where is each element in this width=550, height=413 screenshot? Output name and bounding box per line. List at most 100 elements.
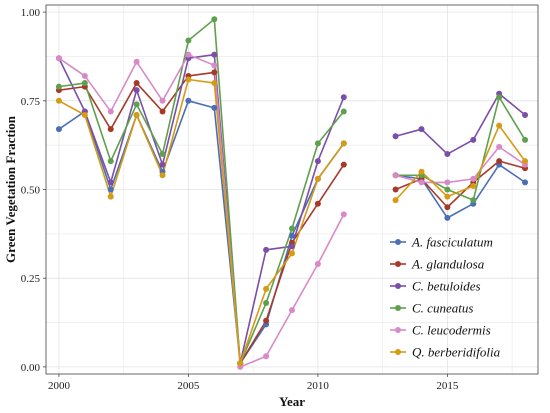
data-point-a-glandulosa [314, 200, 321, 207]
legend-label: A. fasciculatum [411, 235, 493, 250]
data-point-a-fasciculatum [522, 179, 529, 186]
data-point-c-betuloides [340, 94, 347, 101]
data-point-c-leucodermis [314, 261, 321, 268]
data-point-c-betuloides [522, 111, 529, 118]
data-point-q-berberidifolia [470, 182, 477, 189]
data-point-c-leucodermis [470, 175, 477, 182]
data-point-q-berberidifolia [263, 285, 270, 292]
legend: A. fasciculatum A. glandulosa C. betuloide… [390, 235, 501, 360]
data-point-c-cuneatus [263, 300, 270, 307]
series-line-a-fasciculatum [58, 100, 526, 365]
data-point-a-fasciculatum [185, 97, 192, 104]
data-point-c-cuneatus [522, 136, 529, 143]
data-point-q-berberidifolia [107, 193, 114, 200]
data-point-q-berberidifolia [289, 250, 295, 257]
data-point-c-leucodermis [444, 179, 451, 186]
data-point-c-betuloides [159, 161, 166, 168]
x-axis-title: Year [279, 394, 305, 409]
data-point-a-glandulosa [211, 69, 218, 76]
legend-key-point [395, 305, 401, 311]
series-line-c-betuloides [58, 53, 526, 365]
data-point-c-cuneatus [211, 16, 218, 23]
data-point-a-fasciculatum [289, 232, 295, 239]
data-point-c-betuloides [289, 243, 295, 250]
series-line-q-berberidifolia [58, 78, 526, 365]
y-tick-label: 0.50 [21, 185, 41, 197]
data-point-q-berberidifolia [211, 80, 218, 87]
data-point-q-berberidifolia [444, 193, 451, 200]
data-point-c-betuloides [211, 51, 218, 58]
data-point-c-cuneatus [107, 158, 114, 165]
x-tick-label: 2010 [307, 380, 330, 392]
data-point-q-berberidifolia [237, 360, 244, 367]
data-point-c-cuneatus [470, 197, 477, 204]
data-point-c-betuloides [107, 179, 114, 186]
data-point-q-berberidifolia [133, 111, 140, 118]
data-point-c-leucodermis [133, 58, 140, 65]
data-point-c-leucodermis [107, 108, 114, 115]
data-point-q-berberidifolia [185, 76, 192, 83]
data-point-c-leucodermis [159, 97, 166, 104]
data-point-c-cuneatus [159, 151, 166, 158]
data-point-c-betuloides [314, 158, 321, 165]
data-point-q-berberidifolia [81, 111, 88, 118]
data-point-c-leucodermis [81, 72, 88, 79]
x-tick-label: 2000 [48, 380, 71, 392]
data-point-q-berberidifolia [340, 140, 347, 147]
data-point-c-betuloides [418, 126, 425, 133]
data-point-c-cuneatus [496, 94, 503, 101]
data-point-a-glandulosa [107, 126, 114, 133]
data-point-a-glandulosa [496, 158, 503, 165]
data-point-a-glandulosa [133, 80, 140, 87]
data-point-a-fasciculatum [55, 126, 62, 133]
y-tick-label: 1.00 [21, 7, 41, 19]
x-axis-ticks: 2000 2005 2010 2015 [48, 374, 459, 392]
data-point-q-berberidifolia [159, 172, 166, 179]
data-point-c-betuloides [470, 136, 477, 143]
data-point-q-berberidifolia [496, 122, 503, 129]
y-axis-title: Green Vegetation Fraction [3, 115, 18, 263]
y-tick-label: 0.00 [21, 362, 41, 374]
data-point-c-betuloides [263, 246, 270, 253]
data-point-q-berberidifolia [314, 175, 321, 182]
data-point-c-leucodermis [340, 211, 347, 218]
data-point-a-fasciculatum [211, 104, 218, 111]
data-point-a-fasciculatum [107, 186, 114, 193]
data-point-q-berberidifolia [522, 158, 529, 165]
data-point-c-cuneatus [444, 186, 451, 193]
data-point-a-glandulosa [444, 204, 451, 211]
series-points [55, 16, 529, 370]
legend-label: C. cuneatus [412, 301, 473, 316]
data-point-c-cuneatus [289, 225, 295, 232]
data-point-q-berberidifolia [55, 97, 62, 104]
data-point-a-glandulosa [263, 317, 270, 324]
data-point-c-betuloides [133, 87, 140, 94]
data-point-q-berberidifolia [418, 168, 425, 175]
legend-key-point [395, 283, 401, 289]
data-point-c-leucodermis [392, 172, 399, 179]
data-point-a-fasciculatum [444, 214, 451, 221]
data-point-c-leucodermis [418, 179, 425, 186]
y-tick-label: 0.75 [21, 96, 41, 108]
legend-key-point [395, 349, 401, 355]
data-point-c-leucodermis [211, 62, 218, 69]
data-point-c-cuneatus [133, 101, 140, 108]
series-lines [58, 18, 526, 368]
legend-label: C. leucodermis [412, 323, 491, 338]
legend-label: A. glandulosa [411, 257, 485, 272]
legend-label: C. betuloides [412, 279, 481, 294]
data-point-c-leucodermis [263, 353, 270, 360]
data-point-c-cuneatus [81, 80, 88, 87]
data-point-c-leucodermis [289, 307, 295, 314]
series-line-c-leucodermis [58, 53, 526, 368]
data-point-c-leucodermis [185, 51, 192, 58]
x-tick-label: 2015 [436, 380, 459, 392]
legend-key-point [395, 261, 401, 267]
data-point-a-glandulosa [159, 108, 166, 115]
x-tick-label: 2005 [177, 380, 200, 392]
data-point-c-leucodermis [55, 55, 62, 62]
y-axis-ticks: 0.00 0.25 0.50 0.75 1.00 [21, 7, 46, 374]
data-point-c-betuloides [392, 133, 399, 140]
data-point-c-leucodermis [496, 143, 503, 150]
